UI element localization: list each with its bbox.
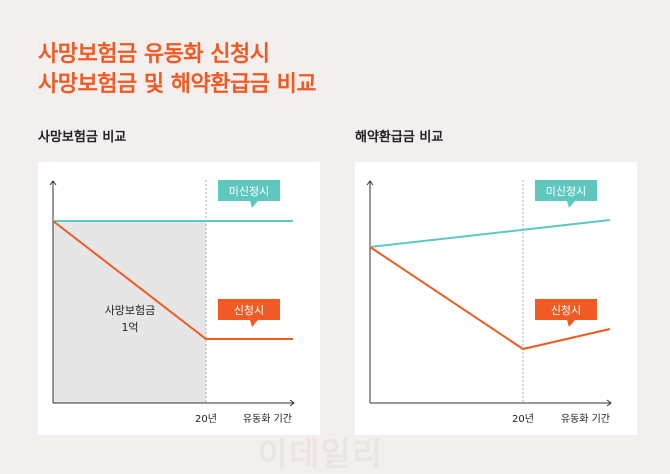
badge-tail — [567, 201, 575, 208]
x-tick: 20년 — [512, 413, 534, 425]
death-benefit-area — [53, 221, 206, 403]
badge-label: 신청시 — [551, 304, 581, 317]
title-line-2: 사망보험금 및 해약환급금 비교 — [38, 72, 317, 97]
watermark-logo: 이데일리 — [258, 435, 384, 473]
badge-tail — [250, 201, 258, 208]
applied-line — [52, 220, 293, 340]
area-label: 사망보험금 — [105, 304, 156, 317]
x-label: 유동화 기간 — [243, 413, 292, 425]
not-applied-line — [369, 219, 611, 248]
right-subtitle: 해약환급금 비교 — [355, 130, 444, 145]
badge-tail — [567, 320, 575, 327]
badge-not-applied: 미신청시 — [218, 180, 280, 208]
badge-applied: 신청시 — [535, 299, 597, 327]
left-chart: 사망보험금 1억 20년 유동화 기간 미신청시 신청시 — [49, 180, 295, 425]
badge-bg — [218, 299, 280, 320]
badge-not-applied: 미신청시 — [535, 180, 597, 208]
badge-label: 미신청시 — [546, 185, 586, 198]
badge-applied: 신청시 — [218, 299, 280, 327]
badge-label: 미신청시 — [229, 185, 269, 198]
badge-label: 신청시 — [234, 304, 264, 317]
left-subtitle: 사망보험금 비교 — [38, 130, 127, 145]
right-chart: 20년 유동화 기간 미신청시 신청시 — [366, 180, 612, 425]
badge-bg — [535, 180, 597, 201]
area-value: 1억 — [121, 321, 138, 334]
x-tick: 20년 — [195, 413, 217, 425]
title-line-1: 사망보험금 유동화 신청시 — [38, 42, 270, 67]
badge-bg — [218, 180, 280, 201]
badge-bg — [535, 299, 597, 320]
badge-tail — [250, 320, 258, 327]
x-label: 유동화 기간 — [561, 413, 610, 425]
applied-line — [369, 246, 611, 351]
right-panel — [355, 162, 637, 435]
